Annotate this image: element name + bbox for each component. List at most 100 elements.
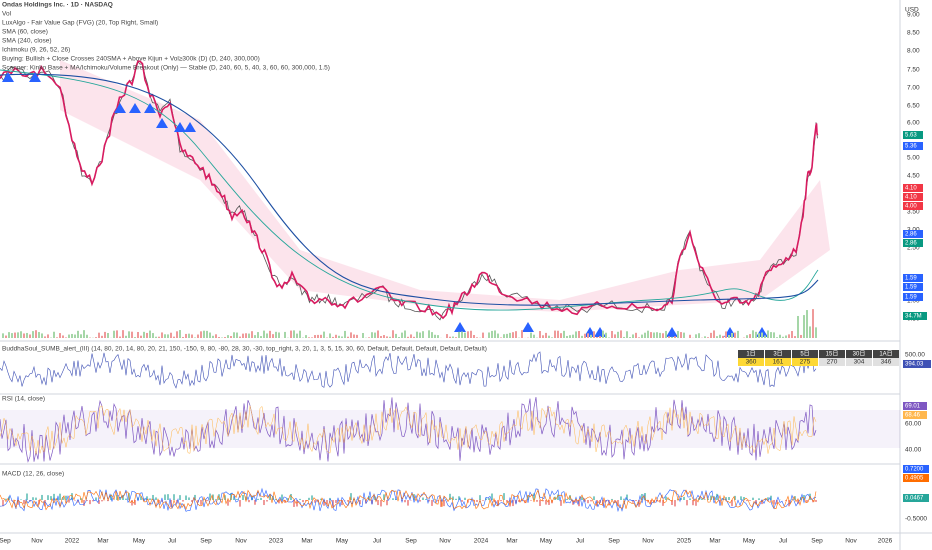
volume-bar <box>467 331 469 338</box>
macd-hist <box>491 493 493 500</box>
volume-bar <box>407 336 409 338</box>
macd-hist <box>728 497 730 500</box>
time-axis-label: Sep <box>608 538 620 545</box>
volume-bar <box>611 331 613 338</box>
volume-bar <box>734 332 736 338</box>
macd-hist <box>380 500 382 507</box>
macd-hist <box>641 493 643 500</box>
volume-bar <box>140 335 142 338</box>
volume-bar <box>275 331 277 338</box>
macd-axis: -0.5000 <box>905 516 927 523</box>
macd-hist <box>269 494 271 500</box>
volume-bar <box>206 330 208 338</box>
volume-bar <box>314 335 316 338</box>
macd-hist <box>785 500 787 502</box>
time-axis-label: Mar <box>301 538 313 545</box>
volume-bar <box>47 334 49 338</box>
volume-bar <box>338 335 340 338</box>
volume-bar <box>398 336 400 338</box>
indicator-line <box>0 405 817 455</box>
volume-bar <box>119 336 121 338</box>
time-axis-label: Sep <box>811 538 823 545</box>
time-axis-label: Nov <box>31 538 43 545</box>
chart-drawing <box>0 60 830 513</box>
macd-hist <box>155 497 157 500</box>
table-cell <box>873 358 899 366</box>
macd-hist <box>791 499 793 500</box>
macd-hist <box>650 500 652 505</box>
volume-bar <box>56 337 58 338</box>
volume-bar <box>194 337 196 338</box>
macd-hist <box>77 500 79 503</box>
legend-entry: Ichimoku (9, 26, 52, 26) <box>2 47 70 54</box>
volume-bar <box>530 332 532 338</box>
macd-hist <box>566 499 568 500</box>
macd-hist <box>140 496 142 500</box>
macd-hist <box>359 500 361 505</box>
volume-bar <box>569 335 571 338</box>
volume-bar <box>542 335 544 338</box>
macd-hist <box>83 500 85 506</box>
volume-bar <box>71 333 73 338</box>
macd-hist <box>545 500 547 505</box>
macd-hist <box>806 500 808 503</box>
volume-bar <box>161 332 163 338</box>
volume-bar <box>167 334 169 338</box>
macd-hist <box>233 496 235 500</box>
volume-bar <box>125 335 127 338</box>
macd-hist <box>251 495 253 500</box>
macd-hist <box>680 498 682 500</box>
macd-hist <box>182 500 184 502</box>
volume-bar <box>746 335 748 338</box>
sma-red <box>0 60 819 320</box>
price-axis-label: 4.50 <box>907 173 920 180</box>
signal-triangle <box>522 322 534 332</box>
macd-hist <box>236 498 238 500</box>
volume-bar <box>59 333 61 338</box>
macd-hist <box>5 498 7 500</box>
volume-bar <box>500 337 502 338</box>
volume-bar <box>362 333 364 338</box>
volume-bar <box>419 332 421 338</box>
table-header-cell <box>873 350 899 358</box>
price-tag <box>903 312 927 320</box>
macd-hist <box>578 500 580 507</box>
volume-bar <box>116 330 118 338</box>
table-cell <box>792 358 818 366</box>
time-axis-label: 2023 <box>269 538 284 545</box>
price-axis-label: 6.00 <box>907 120 920 127</box>
volume-bar <box>455 337 457 338</box>
macd-hist <box>665 496 667 500</box>
macd-hist <box>239 500 241 507</box>
price-axis-label: 7.50 <box>907 67 920 74</box>
macd-hist <box>560 500 562 506</box>
time-axis-label: Nov <box>439 538 451 545</box>
time-axis-label: 2026 <box>878 538 893 545</box>
volume-bar <box>257 332 259 338</box>
macd-hist <box>248 500 250 503</box>
buddha-tag <box>903 360 931 368</box>
macd-hist <box>461 500 463 502</box>
time-axis-label: Jul <box>779 538 788 545</box>
volume-bar <box>554 330 556 338</box>
volume-bar <box>431 332 433 338</box>
volume-bar <box>761 332 763 338</box>
indicator-line <box>0 397 817 463</box>
macd-hist <box>320 498 322 500</box>
macd-hist <box>746 500 748 502</box>
macd-hist <box>569 495 571 500</box>
macd-hist <box>47 495 49 500</box>
time-axis-label: Mar <box>97 538 109 545</box>
macd-hist <box>614 500 616 503</box>
volume-bar <box>677 331 679 338</box>
volume-bar <box>278 332 280 338</box>
macd-hist <box>68 500 70 503</box>
volume-bar <box>200 331 202 338</box>
macd-hist <box>815 500 817 502</box>
macd-hist <box>776 500 778 505</box>
table-cell <box>819 358 845 366</box>
price-tag <box>903 202 923 210</box>
volume-bar <box>653 332 655 338</box>
volume-bar <box>272 334 274 338</box>
